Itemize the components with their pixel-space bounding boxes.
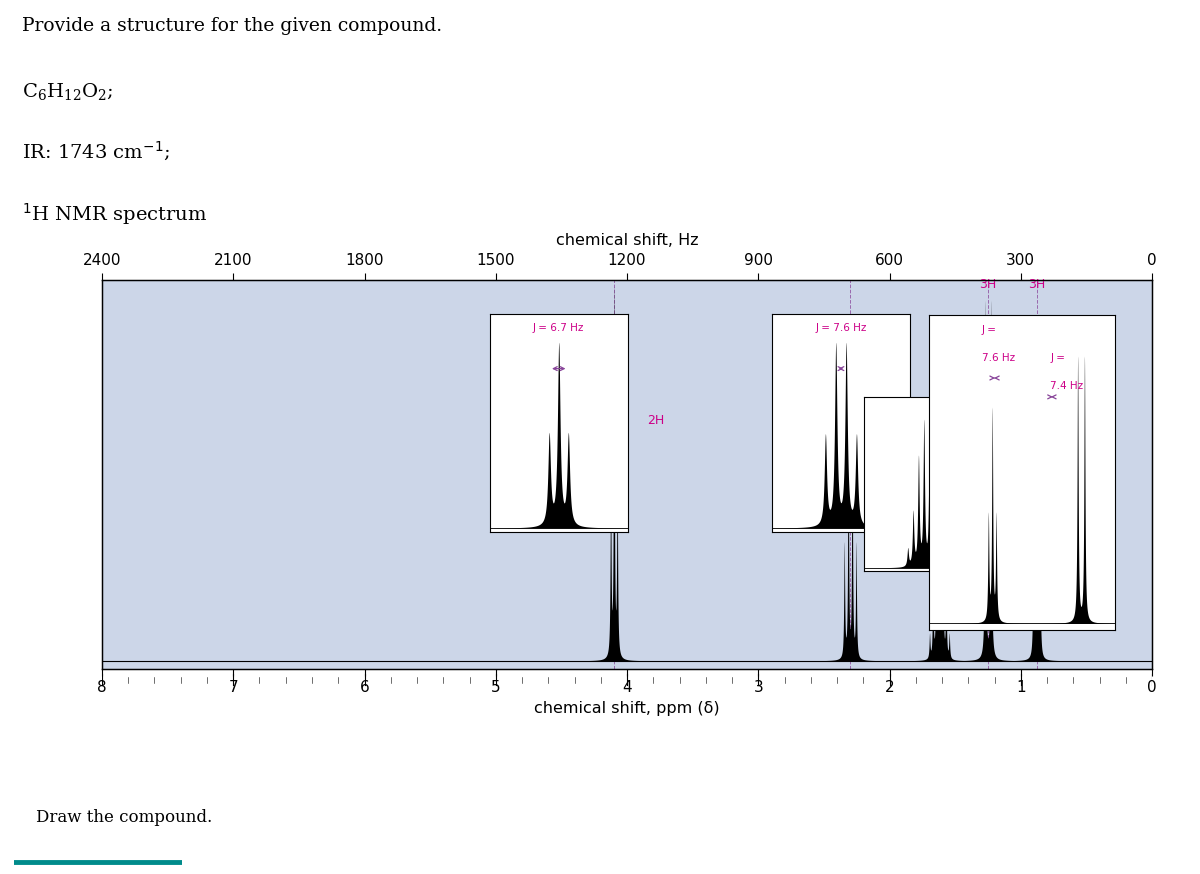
Text: Draw the compound.: Draw the compound.: [36, 809, 212, 826]
Text: 7.4 Hz: 7.4 Hz: [1050, 381, 1084, 392]
Text: $\mathregular{C_6H_{12}O_2}$;: $\mathregular{C_6H_{12}O_2}$;: [22, 80, 113, 101]
Text: 3H: 3H: [979, 278, 996, 291]
Text: 3H: 3H: [1028, 278, 1045, 291]
Text: IR: 1743 cm$^{-1}$;: IR: 1743 cm$^{-1}$;: [22, 140, 169, 163]
Text: 7.6 Hz: 7.6 Hz: [982, 353, 1015, 363]
Text: 2H: 2H: [875, 422, 892, 435]
Text: 2H: 2H: [862, 492, 878, 505]
Text: J =: J =: [982, 324, 996, 335]
Text: $^1$H NMR spectrum: $^1$H NMR spectrum: [22, 201, 206, 226]
X-axis label: chemical shift, ppm (δ): chemical shift, ppm (δ): [534, 701, 720, 716]
X-axis label: chemical shift, Hz: chemical shift, Hz: [556, 232, 698, 247]
FancyBboxPatch shape: [4, 780, 385, 864]
Text: J =: J =: [1050, 353, 1066, 363]
Text: J = 6.7 Hz: J = 6.7 Hz: [533, 323, 584, 333]
Text: Provide a structure for the given compound.: Provide a structure for the given compou…: [22, 17, 442, 35]
Text: 2H: 2H: [647, 414, 665, 427]
Text: J = 7.6 Hz: J = 7.6 Hz: [815, 323, 866, 333]
